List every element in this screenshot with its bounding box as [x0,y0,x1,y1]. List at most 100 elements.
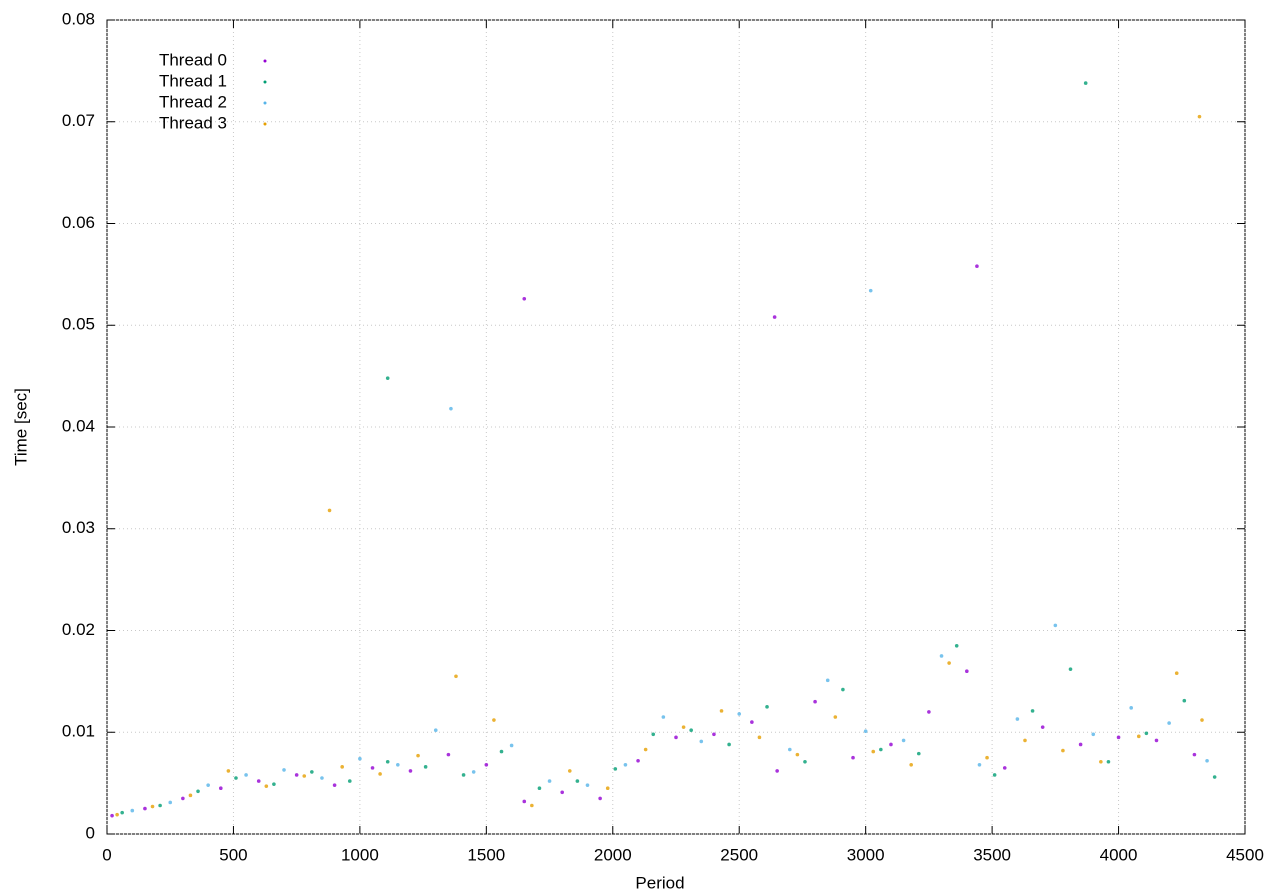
point [499,749,504,754]
point [188,793,193,798]
point [825,678,830,683]
point [1083,81,1088,85]
point [623,763,628,767]
point [613,767,618,771]
y-tick-label: 0.03 [62,518,95,537]
point [378,772,382,776]
point [750,720,754,724]
point [1200,718,1204,722]
point [484,763,489,767]
point [110,813,114,818]
point [992,773,997,777]
point [841,687,845,692]
point [567,769,572,773]
point [509,743,514,748]
point [294,773,299,777]
point [1192,752,1197,757]
point [1078,742,1083,747]
point [320,776,324,780]
point [1040,725,1045,729]
point [1174,671,1179,676]
point [168,800,173,805]
point [975,264,979,269]
y-tick-label: 0.05 [62,315,95,334]
point [358,756,362,761]
point [977,763,982,767]
point [1167,721,1171,725]
x-tick-label: 4500 [1226,845,1264,864]
point [1212,775,1217,779]
point [272,782,276,786]
x-tick-label: 2500 [720,845,758,864]
legend-label: Thread 3 [159,113,227,132]
point [302,774,307,778]
point [757,735,762,740]
point [264,784,269,788]
point [130,808,135,813]
point [143,806,147,811]
point [927,710,931,714]
point [196,789,200,794]
point [1023,738,1027,743]
x-tick-label: 4000 [1100,845,1138,864]
point [471,770,476,774]
point [1154,738,1159,743]
point [772,315,777,319]
point [1116,735,1121,740]
point [575,779,580,783]
point [643,747,648,752]
legend-marker [263,80,267,84]
point [310,770,314,774]
point [795,752,800,757]
point [661,715,666,719]
point [433,728,438,733]
x-tick-label: 3000 [847,845,885,864]
point [347,779,352,783]
point [585,783,590,787]
legend-marker [263,59,267,63]
point [1061,748,1065,753]
point [206,783,210,787]
point [340,765,344,769]
point [1106,759,1111,764]
point [446,752,451,757]
point [522,799,527,804]
point [1030,709,1035,713]
point [226,769,231,773]
point [1129,706,1133,710]
point [775,769,779,773]
point [1205,758,1209,763]
point [461,773,466,777]
x-tick-label: 0 [102,845,111,864]
legend-label: Thread 0 [159,50,227,69]
point [1136,734,1141,739]
point [985,755,989,760]
point [282,768,286,772]
point [909,763,913,767]
y-tick-label: 0 [86,823,95,842]
x-tick-label: 3500 [973,845,1011,864]
point [605,786,610,791]
point [560,790,564,795]
y-tick-label: 0.01 [62,722,95,741]
legend-marker [263,101,267,105]
point [327,508,332,513]
x-tick-label: 500 [219,845,247,864]
point [492,718,496,722]
legend-marker [263,122,267,126]
point [871,749,876,754]
point [868,288,873,293]
x-tick-label: 1500 [467,845,505,864]
point [681,725,686,729]
point [256,779,261,783]
point [1068,667,1073,671]
point [851,755,855,760]
point [813,699,817,704]
point [1182,698,1187,703]
point [947,661,951,665]
point [537,786,542,791]
point [916,751,921,756]
point [788,747,792,752]
point [965,669,969,673]
